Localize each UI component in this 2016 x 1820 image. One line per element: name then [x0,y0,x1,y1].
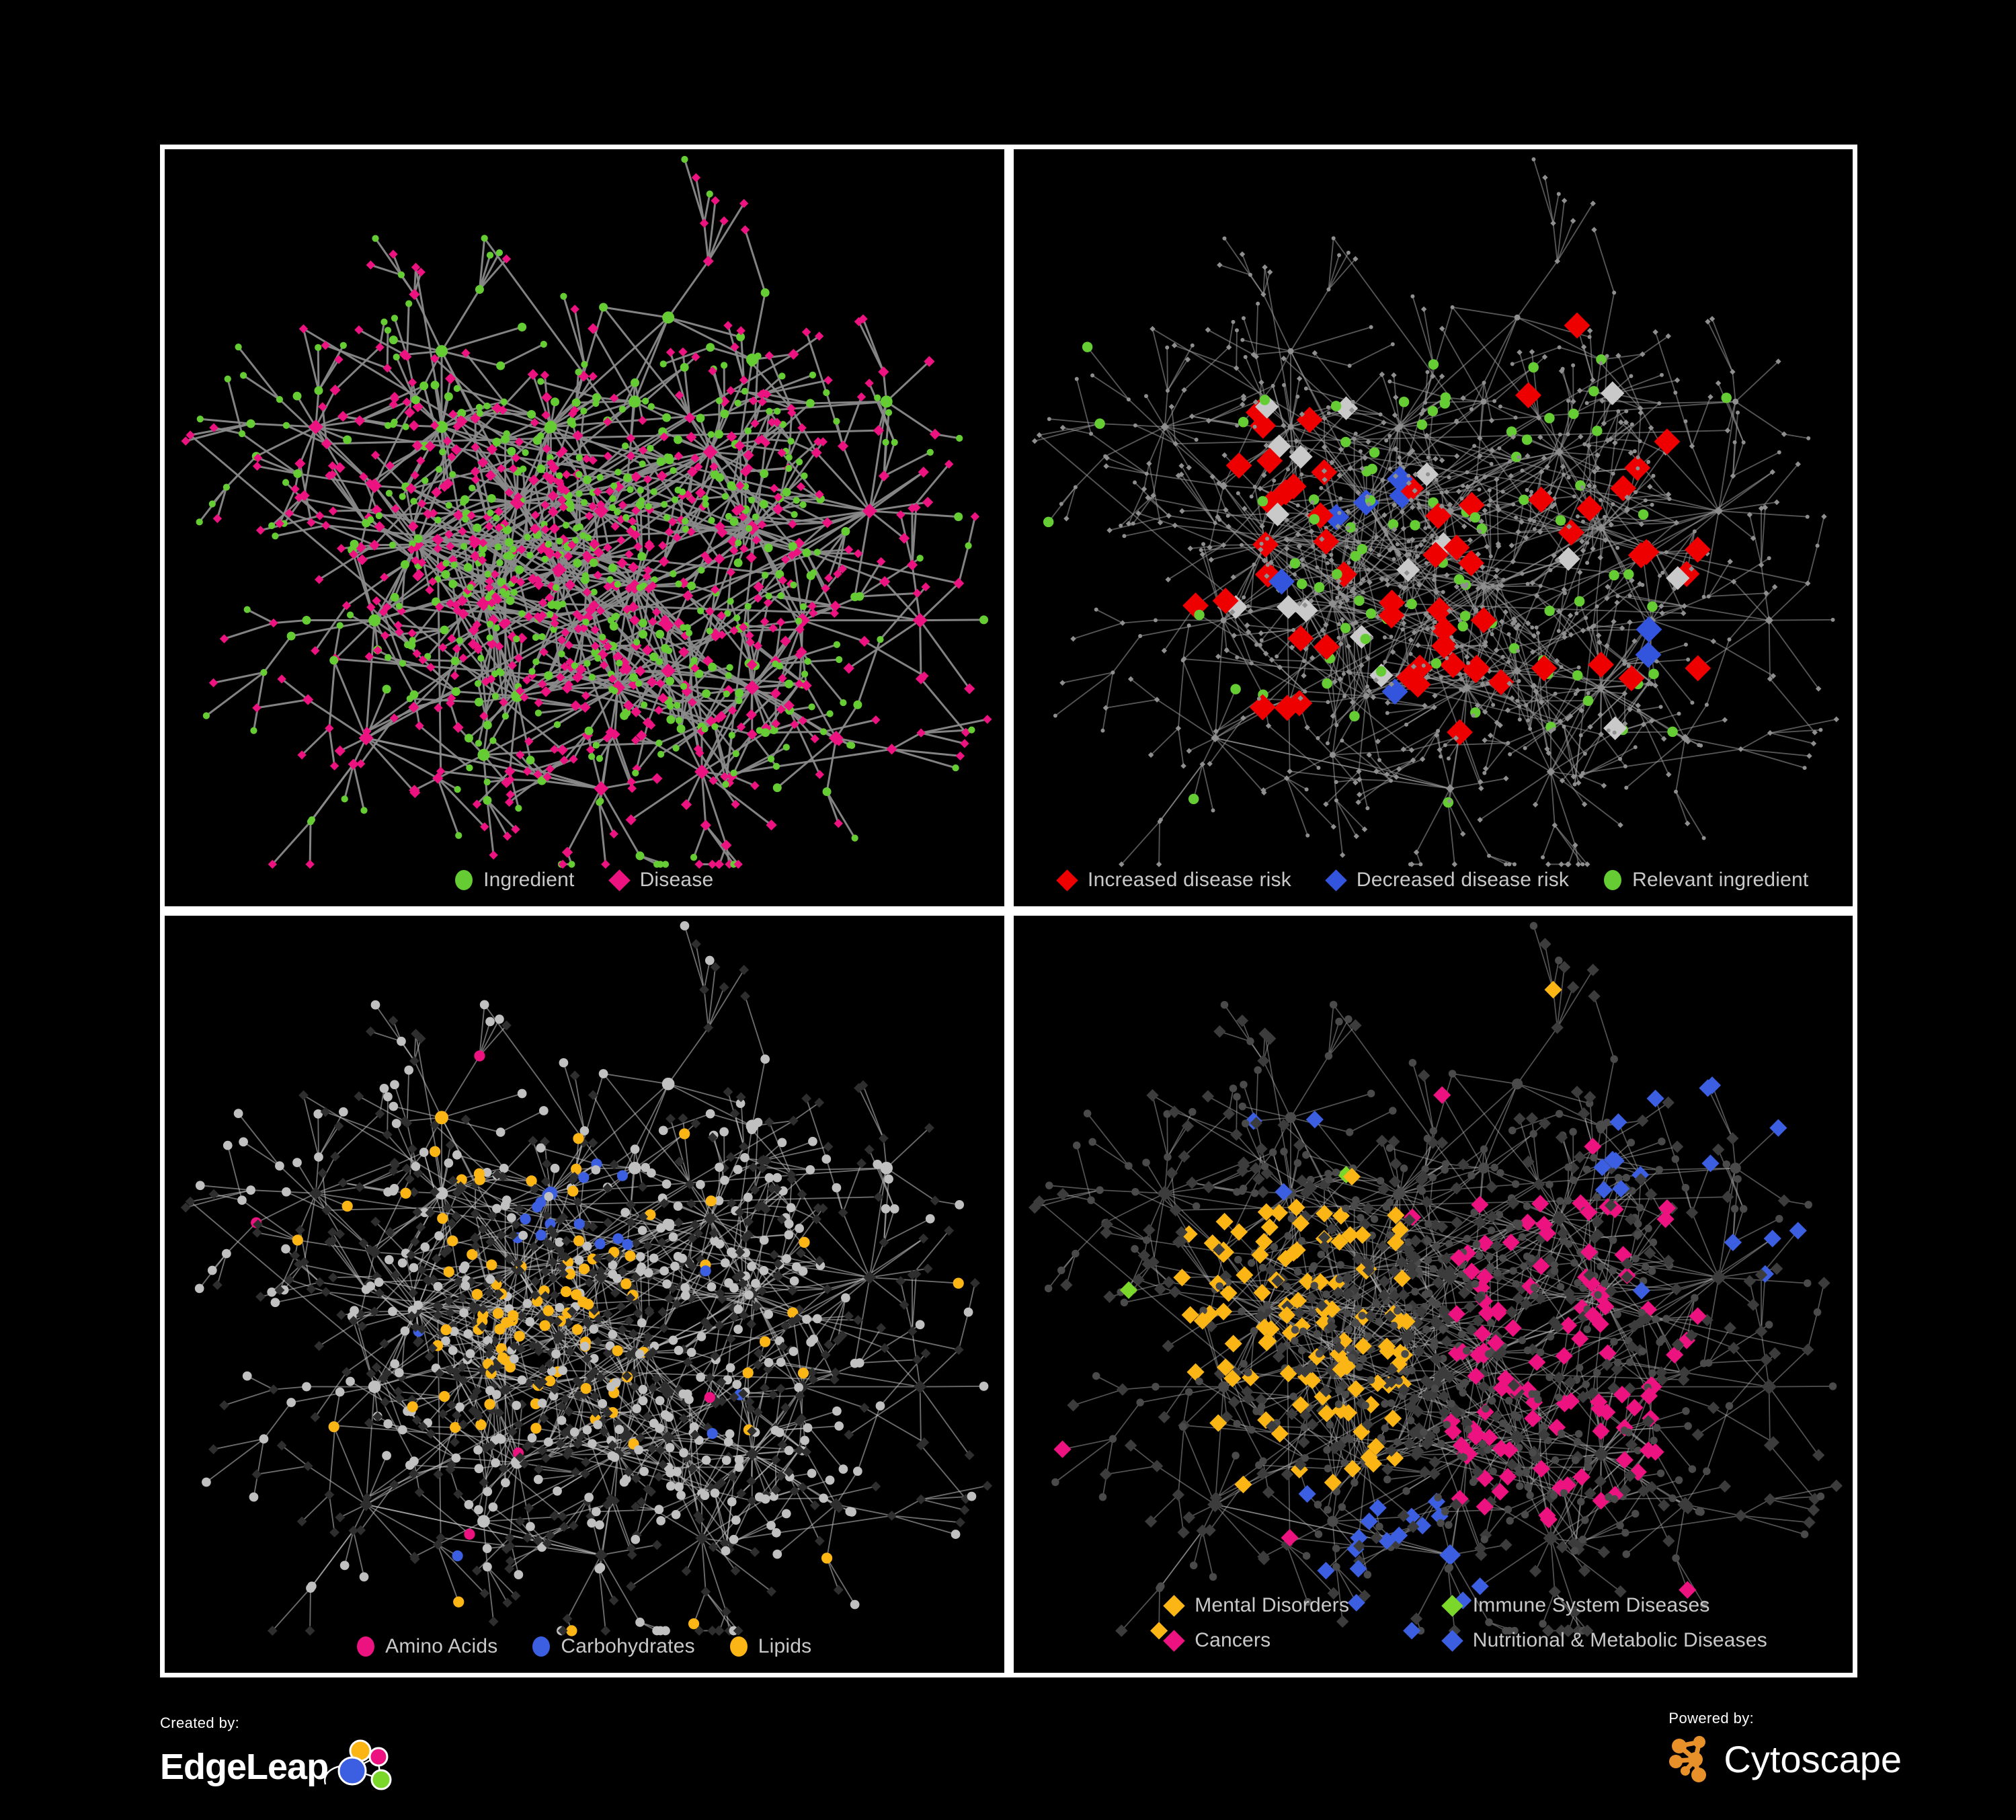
network-canvas-nutrient-class[interactable] [165,916,1004,1673]
powered-by-brand: Powered by: [1666,1710,1902,1787]
network-canvas-disease-risk[interactable] [1014,149,1853,906]
created-by-brand: Created by: EdgeLeap [160,1714,401,1797]
edgeleap-logo-icon [320,1736,401,1797]
panel-ingredient-disease[interactable]: Ingredient Disease [165,149,1004,906]
panel-nutrient-class[interactable]: Amino Acids Carbohydrates Lipids [165,916,1004,1673]
edgeleap-wordmark: EdgeLeap [160,1746,329,1787]
network-canvas-ingredient-disease[interactable] [165,149,1004,906]
created-by-kicker: Created by: [160,1714,240,1731]
powered-by-kicker: Powered by: [1668,1710,1755,1727]
cytoscape-wordmark: Cytoscape [1724,1737,1902,1780]
panel-disease-class[interactable]: Mental Disorders Immune System Diseases Ca… [1013,916,1853,1673]
cytoscape-logo-icon [1666,1731,1717,1787]
panel-disease-risk[interactable]: Increased disease risk Decreased disease … [1013,149,1853,906]
panel-grid: Ingredient Disease Increased disease risk… [160,145,1857,1677]
network-canvas-disease-class[interactable] [1014,916,1853,1673]
footer: Created by: EdgeLeap Powered by: [0,1677,2016,1820]
